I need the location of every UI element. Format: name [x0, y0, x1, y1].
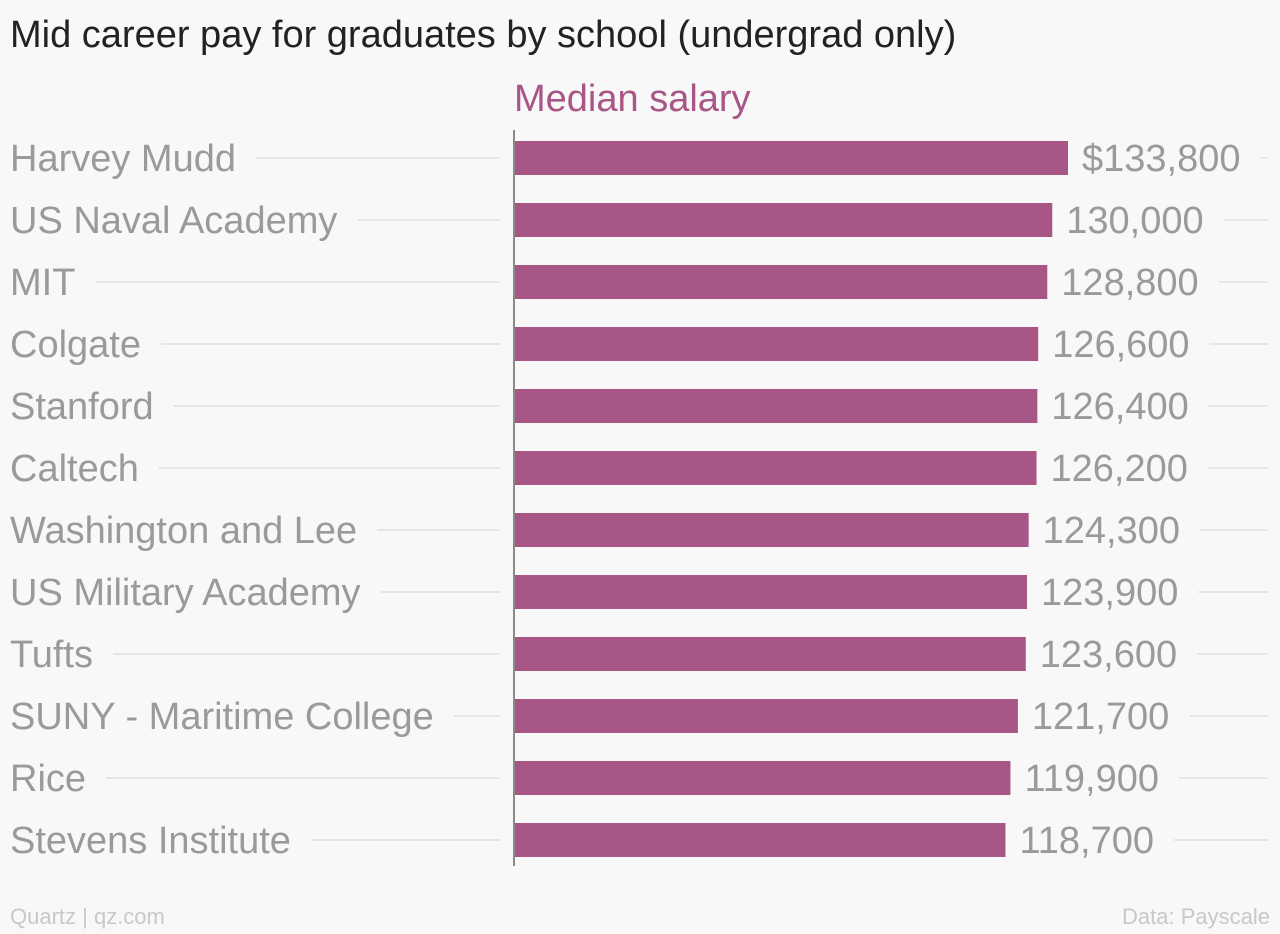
category-label: Stanford	[10, 386, 154, 428]
bar	[514, 203, 1053, 237]
category-label: Stevens Institute	[10, 820, 291, 862]
value-label: 128,800	[1061, 262, 1198, 304]
value-label: 119,900	[1024, 758, 1159, 800]
category-label: Tufts	[10, 634, 93, 676]
data-source: Data: Payscale	[1122, 904, 1270, 929]
bar	[514, 141, 1068, 175]
grid-layer	[95, 157, 1268, 841]
value-label: $133,800	[1082, 138, 1241, 180]
value-label: 123,600	[1040, 634, 1177, 676]
value-label: 126,200	[1051, 448, 1188, 490]
category-label: SUNY - Maritime College	[10, 696, 434, 738]
category-label: Rice	[10, 758, 86, 800]
bar	[514, 451, 1037, 485]
value-label: 118,700	[1019, 820, 1154, 862]
bar-layer	[514, 141, 1068, 857]
value-label: 126,400	[1051, 386, 1188, 428]
category-label: Harvey Mudd	[10, 138, 236, 180]
category-label: US Naval Academy	[10, 200, 337, 242]
value-label: 124,300	[1043, 510, 1180, 552]
bar	[514, 699, 1018, 733]
chart-title: Mid career pay for graduates by school (…	[10, 14, 957, 56]
bar	[514, 761, 1011, 795]
category-label: Colgate	[10, 324, 141, 366]
bar	[514, 823, 1006, 857]
bar	[514, 513, 1029, 547]
value-label: 121,700	[1032, 696, 1169, 738]
value-label: 130,000	[1066, 200, 1203, 242]
label-layer: Harvey Mudd $133,800 US Naval Academy 130,0…	[10, 138, 1241, 862]
source-credit: Quartz | qz.com	[10, 904, 165, 929]
series-label: Median salary	[514, 78, 751, 120]
bar	[514, 265, 1048, 299]
bar	[514, 327, 1039, 361]
bar	[514, 389, 1038, 423]
bar	[514, 637, 1026, 671]
value-label: 126,600	[1052, 324, 1189, 366]
bar	[514, 575, 1028, 609]
value-label: 123,900	[1041, 572, 1178, 614]
category-label: US Military Academy	[10, 572, 361, 614]
category-label: Washington and Lee	[10, 510, 357, 552]
category-label: MIT	[10, 262, 75, 304]
category-label: Caltech	[10, 448, 139, 490]
